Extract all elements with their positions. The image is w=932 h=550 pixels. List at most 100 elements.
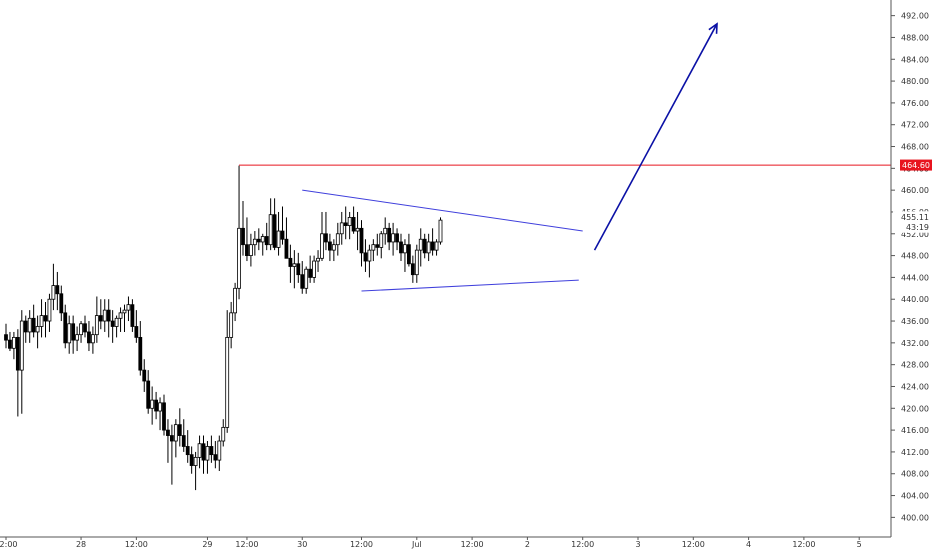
candle-up <box>312 260 317 278</box>
candle-down <box>430 241 435 251</box>
candle-down <box>169 435 174 442</box>
price-label-bg <box>893 211 931 223</box>
candle-down <box>98 315 103 322</box>
candle-up <box>347 217 352 226</box>
candle-down <box>327 241 332 251</box>
candle-up <box>248 244 253 256</box>
candle-down <box>387 227 392 243</box>
x-tick-label: Jul <box>411 540 422 549</box>
candle-up <box>197 443 202 458</box>
candle-up <box>367 249 372 262</box>
candle-down <box>343 222 348 226</box>
candle-up <box>19 320 24 371</box>
y-tick-label: 492.00 <box>901 12 929 21</box>
candle-up <box>35 326 40 333</box>
y-tick-label: 404.00 <box>901 492 929 501</box>
candle-up <box>438 219 443 243</box>
y-axis: 400.00 404.00 408.00 412.00 416.00 420.00 424.… <box>890 0 932 537</box>
candles-layer <box>4 165 443 491</box>
candle-up <box>331 244 336 251</box>
y-tick-label: 488.00 <box>901 33 929 42</box>
candle-down <box>406 244 411 265</box>
x-tick-label: 12:00 <box>125 540 148 549</box>
candle-down <box>138 336 143 371</box>
x-tick-label: 30 <box>297 540 307 549</box>
candle-up <box>316 257 320 262</box>
candle-down <box>399 241 403 254</box>
y-tick-label: 448.00 <box>901 252 929 261</box>
candle-up <box>126 304 131 311</box>
candle-up <box>205 446 210 461</box>
candle-down <box>351 217 356 232</box>
y-tick-label: 436.00 <box>901 317 929 326</box>
y-tick-label: 460.00 <box>901 186 929 195</box>
candle-up <box>252 238 257 246</box>
candle-up <box>27 317 32 333</box>
candle-down <box>284 238 289 259</box>
candle-down <box>106 309 111 322</box>
candle-down <box>241 227 245 246</box>
candle-down <box>185 446 190 456</box>
candle-down <box>8 339 12 349</box>
candle-up <box>91 334 95 344</box>
candle-up <box>217 440 222 461</box>
candle-up <box>11 336 16 349</box>
candle-up <box>122 309 127 314</box>
candle-down <box>63 312 68 344</box>
candle-up <box>221 426 226 442</box>
x-tick-label: 29 <box>202 540 212 549</box>
x-tick-label: 12:00 <box>235 540 258 549</box>
candle-down <box>308 268 313 278</box>
candle-down <box>162 402 166 431</box>
candle-down <box>177 424 182 436</box>
candle-up <box>276 230 281 248</box>
candle-down <box>288 257 293 267</box>
level-badge <box>900 159 932 171</box>
candle-up <box>47 298 52 322</box>
triangle-upper-trendline <box>302 189 583 232</box>
x-tick-label: 12:00 <box>0 540 18 549</box>
annotations-layer <box>239 22 891 292</box>
candle-up <box>260 236 265 243</box>
candle-up <box>403 244 407 254</box>
candle-down <box>300 274 305 289</box>
candle-down <box>31 317 36 333</box>
projection-arrow-line <box>593 23 718 251</box>
candle-down <box>23 320 28 333</box>
candle-down <box>142 369 147 382</box>
triangle-lower-trendline <box>361 279 579 292</box>
y-tick-label: 480.00 <box>901 77 929 86</box>
candle-down <box>15 336 20 371</box>
price-label: 43:19 <box>906 223 929 232</box>
candle-down <box>324 233 328 243</box>
price-label-bg <box>893 221 931 233</box>
x-tick-label: 12:00 <box>682 540 705 549</box>
candle-up <box>94 315 99 336</box>
x-tick-label: 5 <box>857 540 862 549</box>
candle-up <box>229 312 234 338</box>
candle-up <box>51 285 56 300</box>
candle-up <box>225 336 230 428</box>
y-tick-label: 440.00 <box>901 295 929 304</box>
candle-up <box>383 227 388 235</box>
x-tick-label: 2 <box>525 540 530 549</box>
candle-down <box>359 227 364 254</box>
candle-down <box>363 252 368 262</box>
y-tick-label: 484.00 <box>901 55 929 64</box>
candle-down <box>4 334 8 341</box>
y-tick-label: 444.00 <box>901 273 929 282</box>
x-tick-label: 3 <box>635 540 640 549</box>
candle-down <box>410 263 415 276</box>
candle-down <box>280 230 285 240</box>
y-tick-label: 472.00 <box>901 121 929 130</box>
candle-down <box>59 293 64 314</box>
candle-up <box>193 456 198 466</box>
candle-up <box>391 233 396 243</box>
candle-up <box>335 233 340 246</box>
candle-up <box>371 244 376 251</box>
y-tick-label: 428.00 <box>901 361 929 370</box>
candle-down <box>213 454 218 461</box>
projection-arrow-head <box>708 22 718 34</box>
candle-up <box>102 309 107 322</box>
